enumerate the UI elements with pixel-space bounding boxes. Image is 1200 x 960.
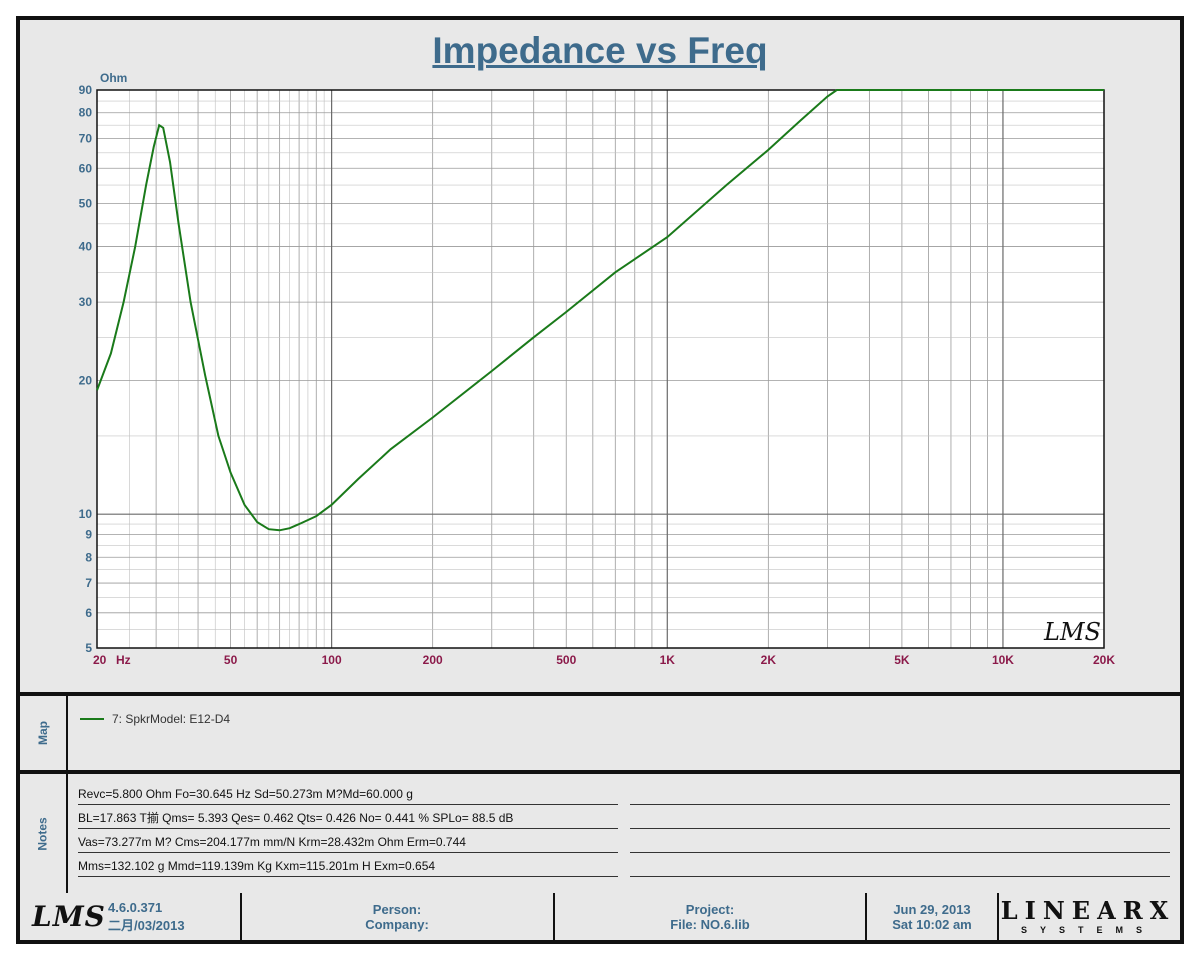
y-tick-labels: 5 6 7 8 9 10 20 30 40 50 60 70 80 90 <box>79 83 93 655</box>
x-tick-label: 20K <box>1093 653 1115 667</box>
lms-watermark: LMS <box>1043 618 1101 646</box>
footer-divider-2 <box>553 893 555 940</box>
divider-chart-map <box>20 692 1180 696</box>
map-panel-title: Map <box>36 721 50 745</box>
note-blank-3 <box>630 832 1170 853</box>
footer-divider-1 <box>240 893 242 940</box>
footer-divider-3 <box>865 893 867 940</box>
footer-bar: LMS 4.6.0.371 二月/03/2013 Person: Company… <box>20 893 1180 940</box>
y-tick-label: 70 <box>79 132 93 146</box>
footer-version-cell: 4.6.0.371 二月/03/2013 <box>108 893 238 940</box>
linearx-logo: LINEARX <box>1000 895 1176 925</box>
legend-swatch <box>80 718 104 720</box>
x-tick-labels: 20 50 100 200 500 1K 2K 5K 10K 20K <box>93 653 1115 667</box>
x-tick-label: 5K <box>894 653 910 667</box>
x-tick-label: 1K <box>660 653 676 667</box>
note-blank-1 <box>630 784 1170 805</box>
y-tick-label: 20 <box>79 373 93 387</box>
lms-report-window: Impedance vs Freq 5 6 7 8 9 10 20 30 40 50 60 70 80 9… <box>16 16 1184 944</box>
lms-logo: LMS <box>32 900 106 933</box>
notes-panel-title: Notes <box>36 816 50 851</box>
file-label: File: NO.6.lib <box>670 916 750 932</box>
impedance-curve <box>96 89 1104 532</box>
map-panel: Map 7: SpkrModel: E12-D4 <box>20 696 1180 770</box>
map-panel-divider <box>66 696 68 770</box>
y-tick-label: 10 <box>79 507 93 521</box>
legend-label: 7: SpkrModel: E12-D4 <box>112 712 231 726</box>
x-tick-label: 200 <box>423 653 443 667</box>
time-label: Sat 10:02 am <box>892 916 972 932</box>
chart-title: Impedance vs Freq <box>432 30 768 71</box>
person-label: Person: <box>372 901 422 917</box>
note-line-3: Vas=73.277m M? Cms=204.177m mm/N Krm=28.… <box>78 832 618 853</box>
note-blank-2 <box>630 808 1170 829</box>
notes-panel-divider <box>66 774 68 893</box>
y-tick-label: 5 <box>85 641 92 655</box>
footer-date-cell: Jun 29, 2013 Sat 10:02 am <box>867 893 997 940</box>
y-tick-label: 6 <box>85 606 92 620</box>
y-tick-label: 90 <box>79 83 93 97</box>
plot-area-border <box>96 89 1105 649</box>
footer-project-cell: Project: File: NO.6.lib <box>555 893 865 940</box>
divider-map-notes <box>20 770 1180 774</box>
x-tick-label: 2K <box>761 653 777 667</box>
version-date: 二月/03/2013 <box>108 917 185 933</box>
x-tick-label: 50 <box>224 653 238 667</box>
legend-item: 7: SpkrModel: E12-D4 <box>80 712 230 726</box>
note-line-2: BL=17.863 T揃 Qms= 5.393 Qes= 0.462 Qts= … <box>78 808 618 829</box>
y-tick-label: 8 <box>85 550 92 564</box>
y-tick-label: 50 <box>79 196 93 210</box>
x-tick-label: 10K <box>992 653 1014 667</box>
version-number: 4.6.0.371 <box>108 899 163 915</box>
project-label: Project: <box>685 901 735 917</box>
grid-major <box>97 90 1104 648</box>
company-label: Company: <box>365 916 429 932</box>
footer-divider-4 <box>997 893 999 940</box>
y-tick-label: 80 <box>79 106 93 120</box>
y-tick-label: 7 <box>85 576 92 590</box>
x-tick-label: 500 <box>556 653 576 667</box>
notes-panel: Notes Revc=5.800 Ohm Fo=30.645 Hz Sd=50.… <box>20 774 1180 893</box>
x-tick-label: 20 <box>93 653 107 667</box>
note-blank-4 <box>630 856 1170 877</box>
footer-logo-cell: LMS <box>32 893 105 940</box>
footer-brand-cell: LINEARX SYSTEMS <box>1000 893 1176 940</box>
y-tick-label: 60 <box>79 161 93 175</box>
grid-minor <box>97 90 1104 648</box>
date-label: Jun 29, 2013 <box>893 901 971 917</box>
y-axis-unit-label: Ohm <box>100 71 127 85</box>
note-line-1: Revc=5.800 Ohm Fo=30.645 Hz Sd=50.273m M… <box>78 784 618 805</box>
x-axis-unit-label: Hz <box>116 653 131 667</box>
x-tick-label: 100 <box>322 653 342 667</box>
y-tick-label: 40 <box>79 240 93 254</box>
linearx-systems: SYSTEMS <box>1020 924 1155 935</box>
plot-area-background <box>97 90 1104 648</box>
footer-person-cell: Person: Company: <box>242 893 552 940</box>
y-tick-label: 30 <box>79 295 93 309</box>
note-line-4: Mms=132.102 g Mmd=119.139m Kg Kxm=115.20… <box>78 856 618 877</box>
y-tick-label: 9 <box>85 528 92 542</box>
